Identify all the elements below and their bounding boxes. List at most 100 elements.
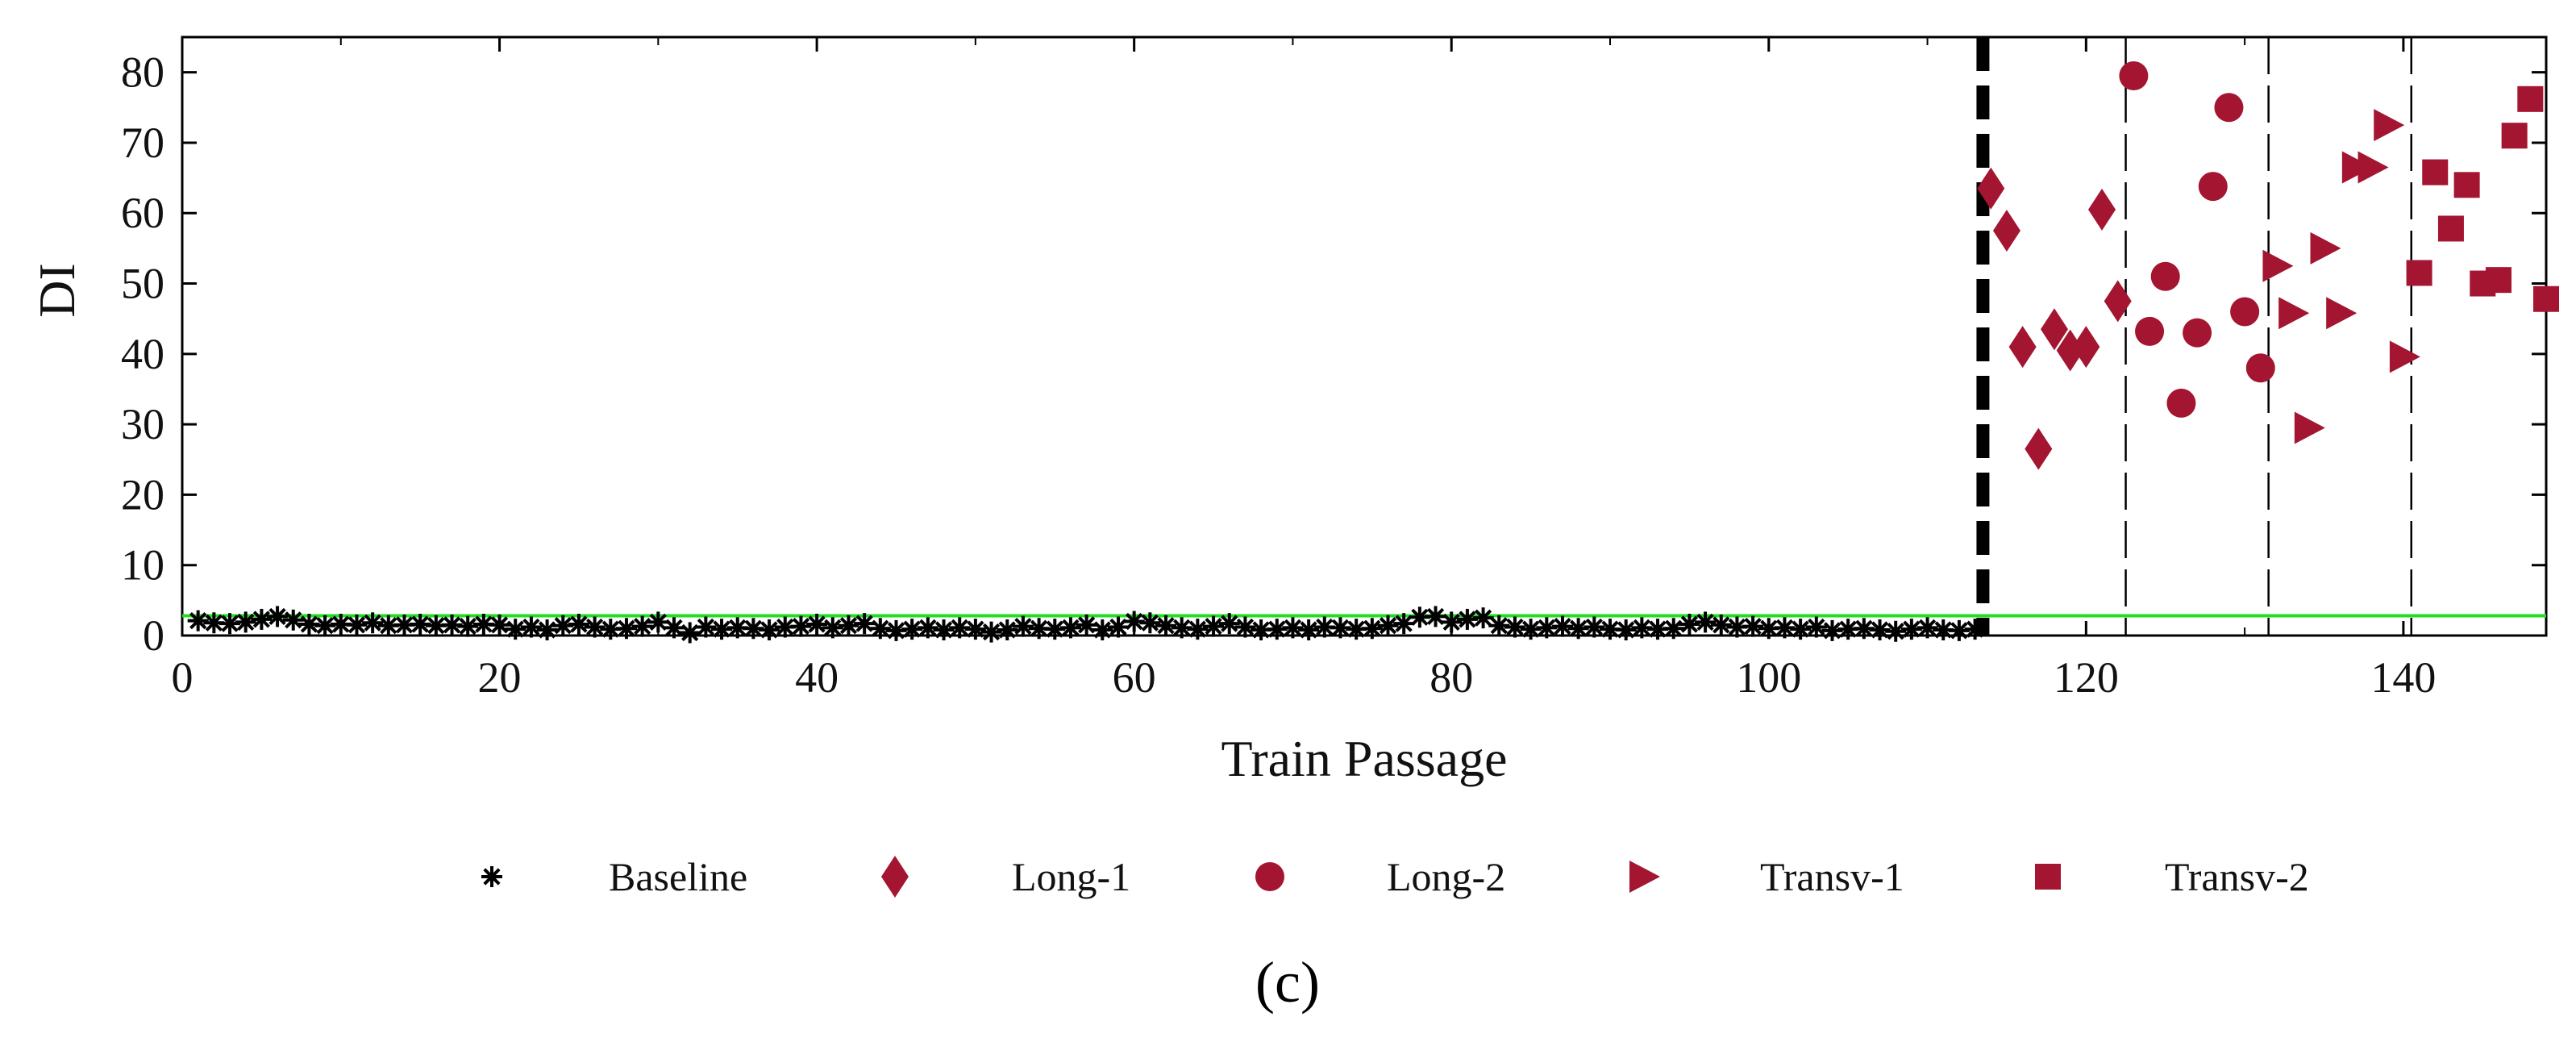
- point-baseline: [1615, 619, 1637, 641]
- point-long-1: [2040, 308, 2068, 351]
- point-baseline: [1710, 614, 1732, 636]
- legend-marker-long-1: [881, 856, 909, 898]
- point-long-1: [2104, 280, 2132, 323]
- point-long-1: [2072, 326, 2100, 369]
- point-transv-1: [2294, 411, 2325, 444]
- point-baseline: [568, 614, 589, 636]
- point-baseline: [1805, 616, 1827, 638]
- point-baseline: [1377, 615, 1399, 636]
- legend-label-baseline: Baseline: [609, 854, 747, 899]
- point-baseline: [1092, 619, 1113, 641]
- point-baseline: [949, 617, 971, 639]
- x-tick-label: 60: [1113, 653, 1156, 702]
- point-baseline: [1155, 615, 1177, 636]
- point-baseline: [980, 621, 1002, 643]
- point-long-2: [2183, 318, 2212, 348]
- point-baseline: [774, 616, 796, 638]
- legend-label-long-1: Long-1: [1012, 854, 1130, 899]
- point-baseline: [536, 619, 558, 641]
- point-baseline: [1234, 616, 1256, 638]
- point-transv-2: [2422, 159, 2449, 185]
- point-baseline: [362, 612, 384, 634]
- point-baseline: [1742, 615, 1764, 637]
- y-tick-label: 80: [121, 48, 164, 97]
- legend-label-transv-1: Transv-1: [1760, 854, 1904, 899]
- point-baseline: [631, 615, 653, 637]
- legend-marker-transv-1: [1629, 861, 1660, 893]
- point-baseline: [1567, 618, 1589, 640]
- point-long-2: [2230, 297, 2260, 327]
- point-baseline: [600, 619, 622, 640]
- point-baseline: [1774, 617, 1796, 639]
- point-transv-2: [2406, 260, 2432, 286]
- point-baseline: [869, 618, 891, 640]
- x-tick-label: 20: [478, 653, 522, 702]
- point-baseline: [933, 619, 955, 641]
- y-tick-label: 60: [121, 189, 164, 237]
- point-baseline: [1203, 615, 1225, 637]
- x-axis: 0 20 40 60 80 100 120 140: [172, 37, 2436, 702]
- point-baseline: [520, 616, 542, 638]
- point-baseline: [1187, 619, 1209, 640]
- point-baseline: [1139, 612, 1161, 634]
- x-tick-label: 120: [2054, 653, 2119, 702]
- damage-boundaries: [2124, 37, 2412, 636]
- point-baseline: [1441, 611, 1463, 633]
- point-baseline: [1059, 617, 1081, 639]
- x-tick-label: 0: [172, 653, 194, 702]
- point-baseline: [1885, 620, 1907, 642]
- point-baseline: [251, 608, 273, 630]
- y-tick-label: 40: [121, 330, 164, 378]
- point-baseline: [679, 622, 701, 644]
- point-baseline: [664, 617, 685, 639]
- point-baseline: [584, 616, 606, 638]
- point-baseline: [1282, 617, 1304, 639]
- legend: Baseline Long-1 Long-2 Transv-1 Transv-2: [481, 854, 2309, 899]
- point-baseline: [1504, 616, 1525, 638]
- point-baseline: [838, 615, 859, 636]
- point-baseline: [1472, 607, 1494, 629]
- point-baseline: [917, 617, 938, 639]
- point-baseline: [997, 619, 1018, 641]
- panel-label: (c): [1255, 950, 1320, 1015]
- y-tick-label: 70: [121, 119, 164, 167]
- point-long-2: [2245, 353, 2275, 383]
- point-baseline: [410, 614, 431, 636]
- point-long-1: [2088, 188, 2116, 231]
- y-tick-label: 10: [121, 541, 164, 590]
- point-baseline: [615, 618, 637, 640]
- y-tick-label: 50: [121, 260, 164, 308]
- point-baseline: [457, 615, 479, 637]
- point-long-1: [1992, 210, 2020, 252]
- point-transv-1: [2341, 151, 2373, 184]
- point-baseline: [1456, 608, 1478, 630]
- point-baseline: [1916, 617, 1938, 639]
- point-transv-2: [2517, 85, 2544, 112]
- point-baseline: [1107, 616, 1129, 638]
- point-transv-2: [2453, 172, 2480, 198]
- point-baseline: [854, 613, 876, 635]
- x-tick-label: 100: [1736, 653, 1801, 702]
- y-tick-label: 20: [121, 470, 164, 519]
- point-baseline: [1726, 616, 1748, 638]
- point-transv-2: [2533, 286, 2559, 312]
- point-long-2: [2150, 261, 2180, 291]
- point-long-2: [2214, 93, 2244, 123]
- x-tick-label: 40: [795, 653, 839, 702]
- point-long-2: [2135, 316, 2165, 346]
- point-long-1: [1977, 167, 2005, 210]
- markers: [187, 61, 2559, 644]
- point-long-1: [2008, 326, 2037, 369]
- x-tick-label: 140: [2370, 653, 2436, 702]
- point-baseline: [1663, 618, 1684, 640]
- legend-marker-baseline: [481, 866, 502, 887]
- point-transv-1: [2278, 297, 2310, 330]
- point-baseline: [1520, 619, 1542, 640]
- point-transv-2: [2485, 267, 2511, 294]
- point-transv-1: [2310, 231, 2341, 265]
- legend-marker-transv-2: [2035, 864, 2061, 890]
- point-long-2: [2119, 61, 2149, 91]
- point-baseline: [822, 617, 843, 639]
- point-baseline: [346, 614, 368, 636]
- x-tick-label: 80: [1429, 653, 1473, 702]
